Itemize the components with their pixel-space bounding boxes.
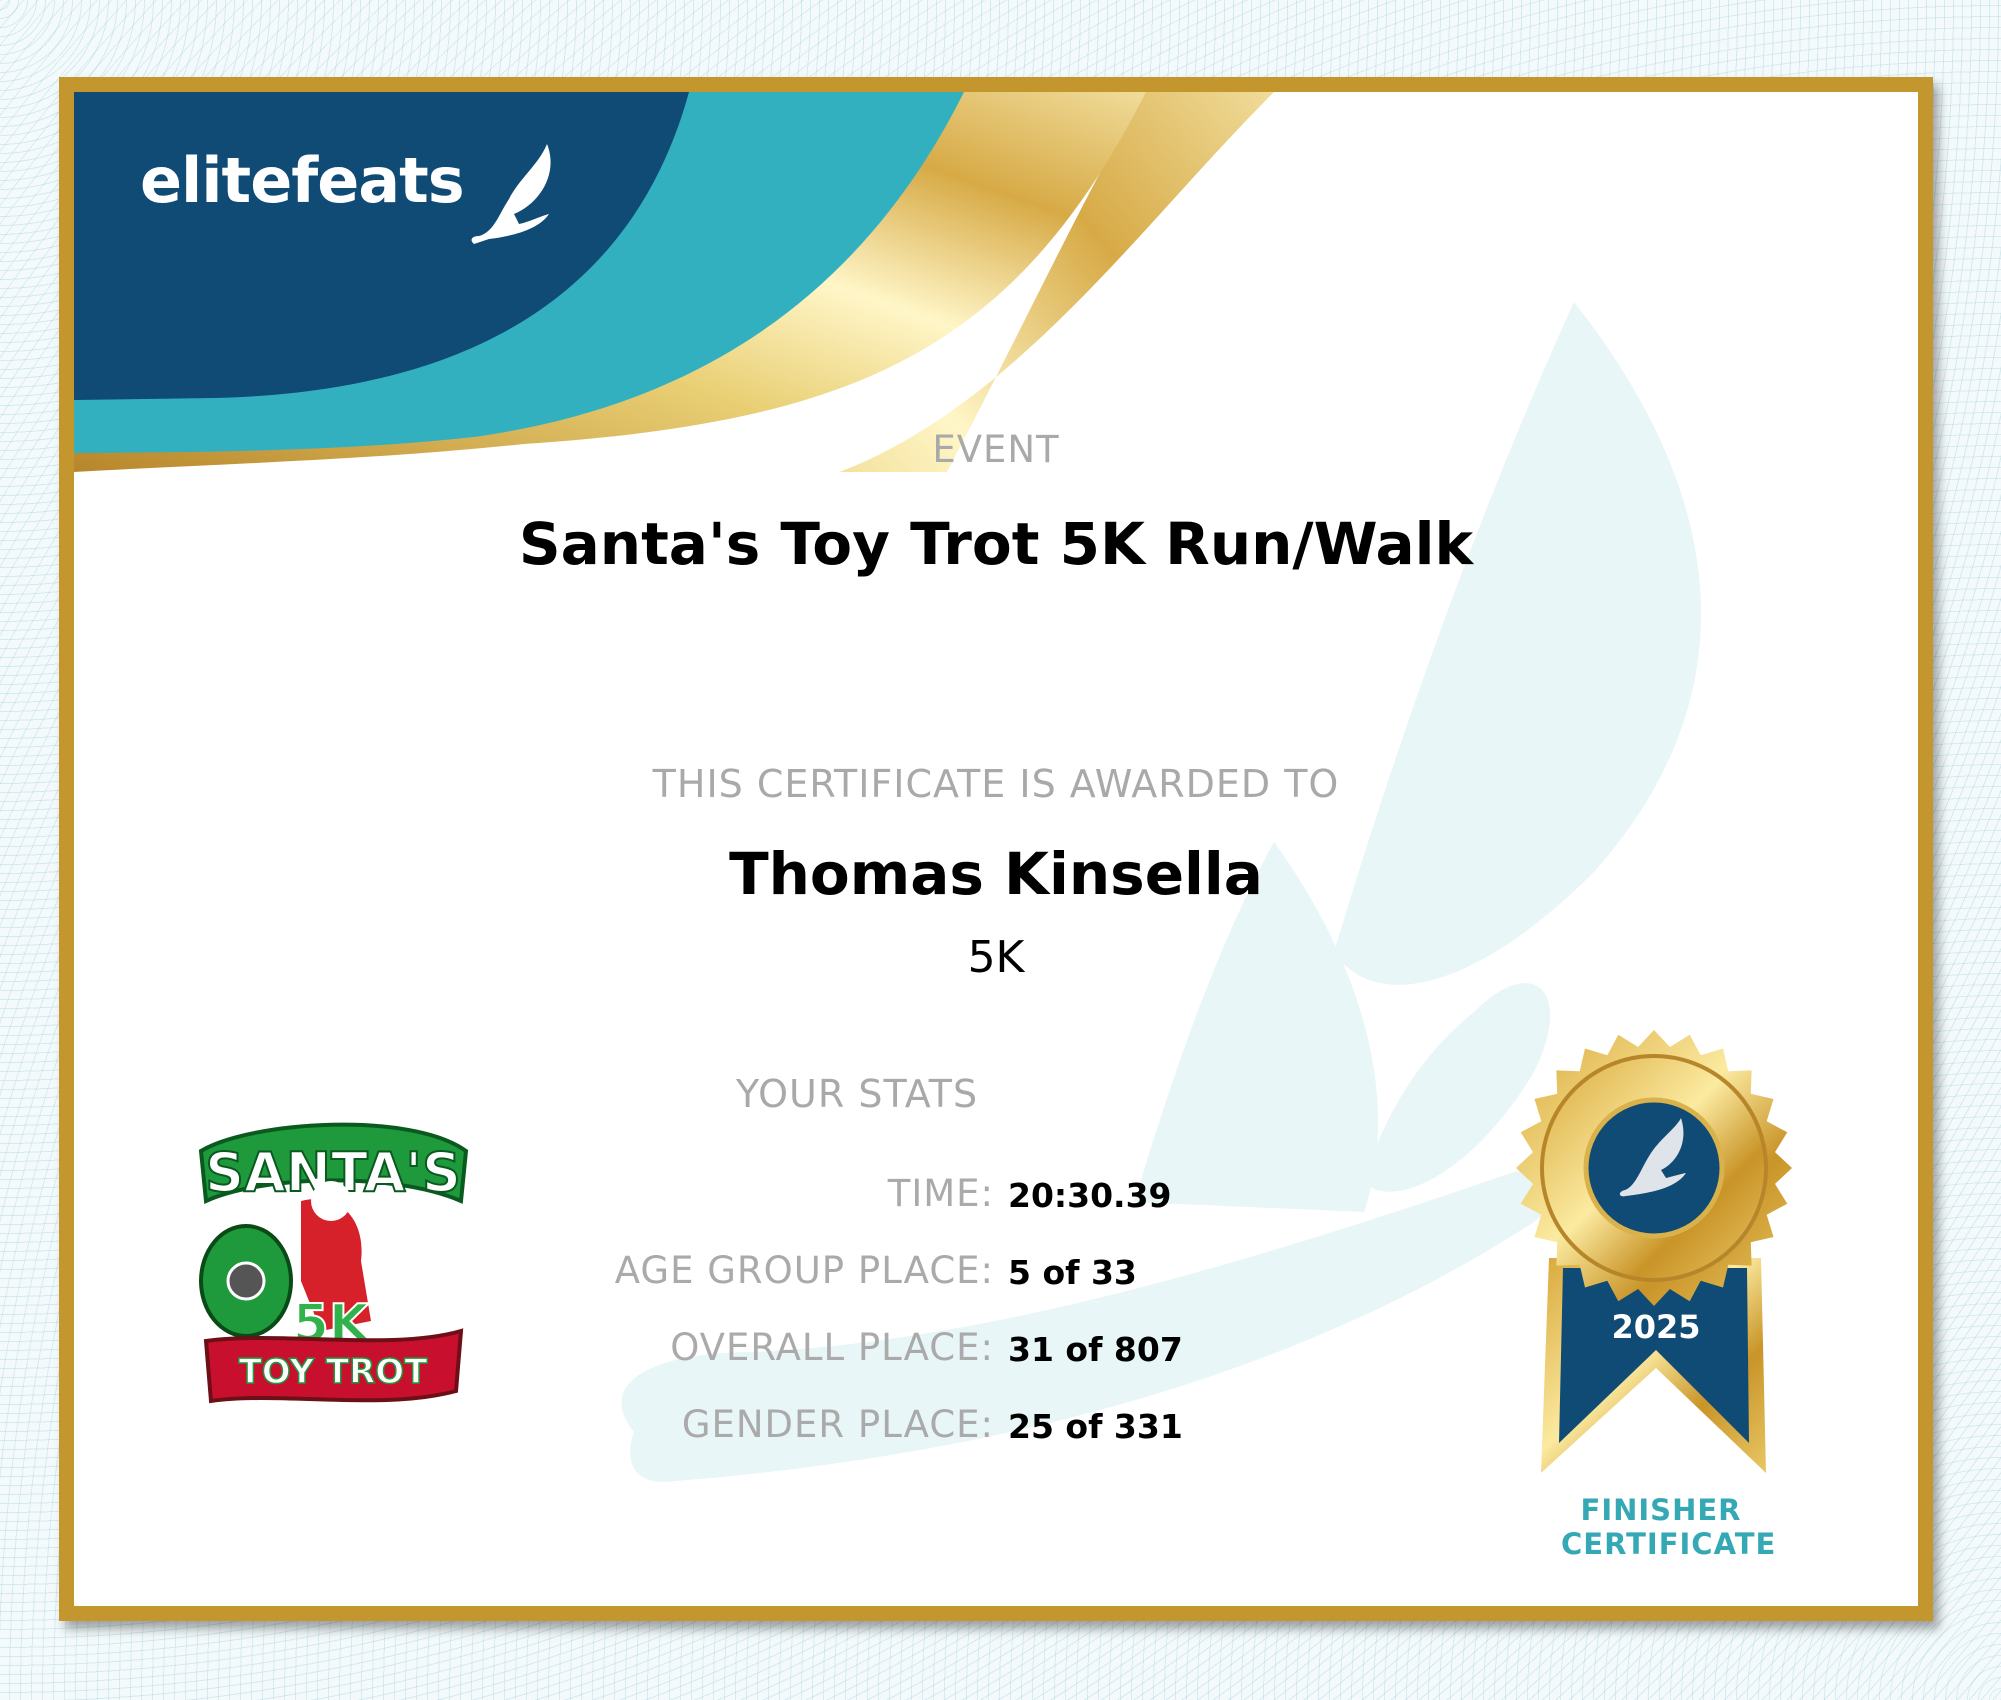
stat-age-group-place: AGE GROUP PLACE: 5 of 33	[614, 1249, 1137, 1292]
brand-logo: elitefeats	[140, 144, 465, 217]
awarded-label: THIS CERTIFICATE IS AWARDED TO	[652, 762, 1340, 806]
svg-text:TOY TROT: TOY TROT	[239, 1352, 429, 1392]
recipient-name: Thomas Kinsella	[729, 840, 1263, 908]
winged-foot-watermark-icon	[621, 302, 1702, 1482]
stats-label: YOUR STATS	[736, 1072, 979, 1116]
event-label: EVENT	[932, 428, 1060, 471]
medal-year: 2025	[1611, 1308, 1700, 1346]
stat-gender-place: GENDER PLACE: 25 of 331	[681, 1403, 1183, 1446]
finisher-medal: 2025	[1516, 1030, 1792, 1473]
header-banner	[74, 92, 1274, 472]
event-logo: SANTA'S 5K TOY TROT	[198, 1122, 469, 1404]
finisher-label: FINISHER CERTIFICATE	[1561, 1493, 1777, 1561]
stat-time: TIME: 20:30.39	[887, 1172, 1172, 1215]
winged-foot-icon	[1619, 1118, 1686, 1197]
stat-overall-place: OVERALL PLACE: 31 of 807	[670, 1326, 1183, 1369]
winged-foot-logo-icon	[471, 144, 551, 244]
event-name: Santa's Toy Trot 5K Run/Walk	[518, 510, 1474, 578]
certificate: elitefeats EVENT Santa's Toy Trot 5K Run…	[59, 77, 1933, 1621]
race-distance: 5K	[967, 932, 1025, 983]
